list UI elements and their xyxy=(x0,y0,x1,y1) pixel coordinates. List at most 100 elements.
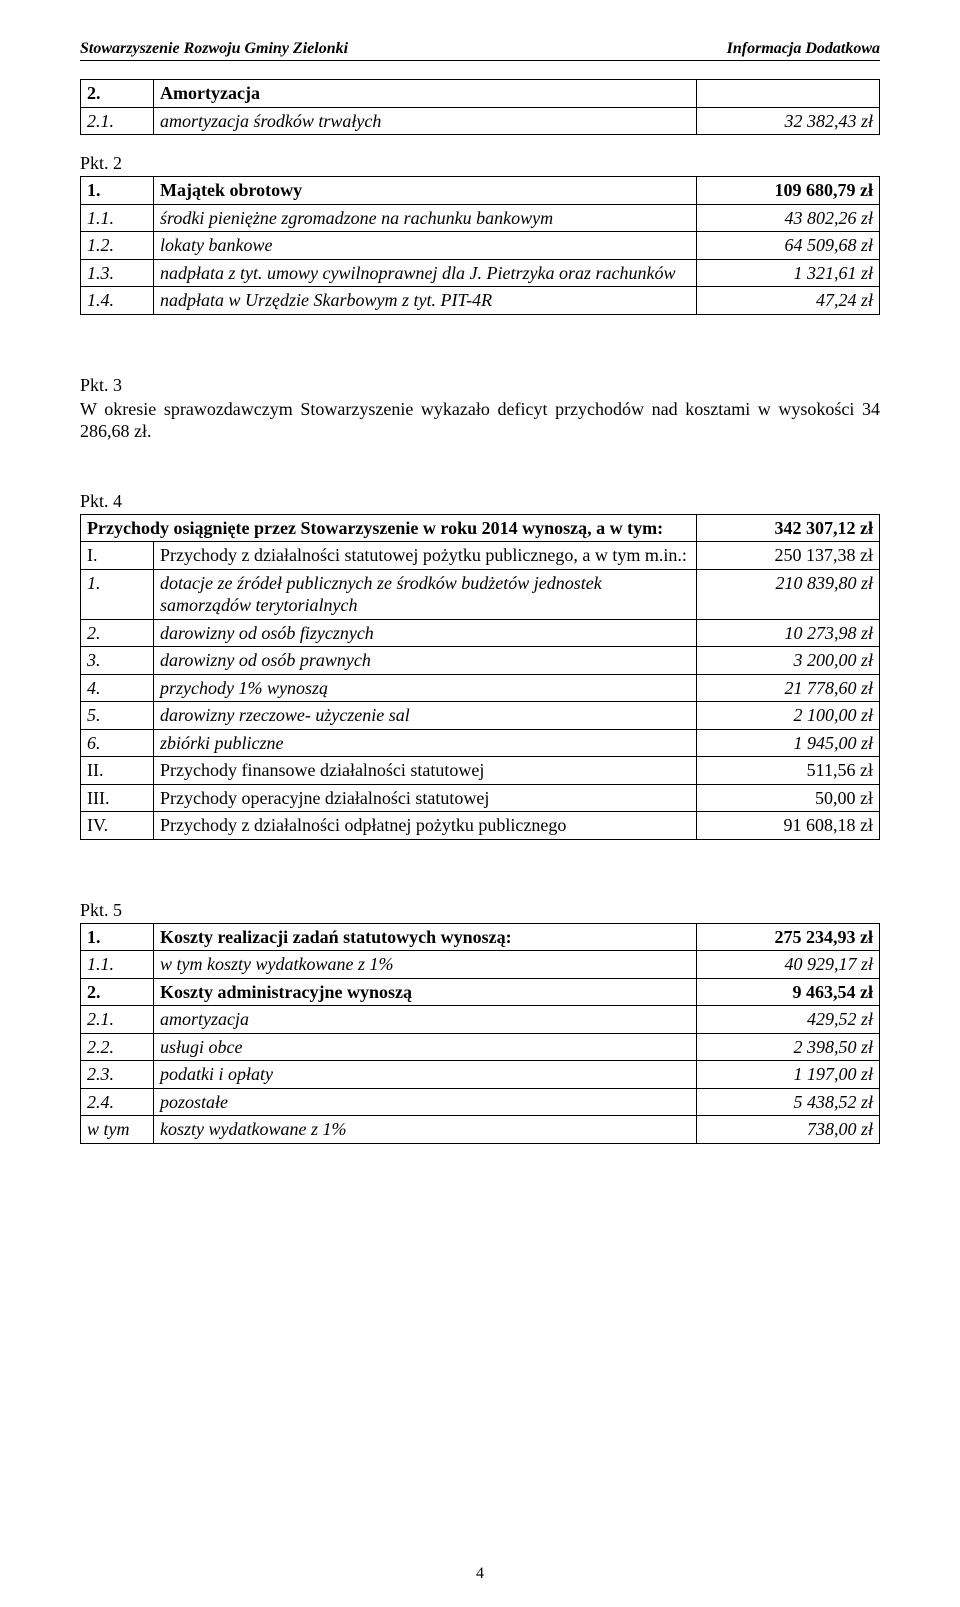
pkt3-text: W okresie sprawozdawczym Stowarzyszenie … xyxy=(80,398,880,443)
pkt5-label: Koszty administracyjne wynoszą xyxy=(154,978,697,1006)
table-pkt4: Przychody osiągnięte przez Stowarzyszeni… xyxy=(80,514,880,840)
pkt4-row: 2.darowizny od osób fizycznych10 273,98 … xyxy=(81,619,880,647)
pkt5-label: w tym koszty wydatkowane z 1% xyxy=(154,951,697,979)
pkt4-num: 5. xyxy=(81,702,154,730)
running-header: Stowarzyszenie Rozwoju Gminy Zielonki In… xyxy=(80,40,880,58)
amort-value xyxy=(697,80,880,108)
pkt4-num: III. xyxy=(81,784,154,812)
pkt4-row: II.Przychody finansowe działalności stat… xyxy=(81,757,880,785)
pkt5-num: w tym xyxy=(81,1116,154,1144)
pkt4-value: 210 839,80 zł xyxy=(697,569,880,619)
pkt4-value: 10 273,98 zł xyxy=(697,619,880,647)
table-amortyzacja-body: 2.Amortyzacja2.1.amortyzacja środków trw… xyxy=(81,80,880,135)
pkt4-num: II. xyxy=(81,757,154,785)
pkt5-row: w tymkoszty wydatkowane z 1%738,00 zł xyxy=(81,1116,880,1144)
pkt5-label: podatki i opłaty xyxy=(154,1061,697,1089)
pkt4-value: 1 945,00 zł xyxy=(697,729,880,757)
pkt2-label: Majątek obrotowy xyxy=(154,177,697,205)
pkt5-num: 1.1. xyxy=(81,951,154,979)
pkt4-row: Przychody osiągnięte przez Stowarzyszeni… xyxy=(81,514,880,542)
table-pkt4-body: Przychody osiągnięte przez Stowarzyszeni… xyxy=(81,514,880,839)
spacer xyxy=(80,455,880,473)
pkt2-row: 1.4.nadpłata w Urzędzie Skarbowym z tyt.… xyxy=(81,287,880,315)
amort-label: amortyzacja środków trwałych xyxy=(154,107,697,135)
amort-row: 2.Amortyzacja xyxy=(81,80,880,108)
pkt4-row: III.Przychody operacyjne działalności st… xyxy=(81,784,880,812)
pkt5-value: 429,52 zł xyxy=(697,1006,880,1034)
pkt4-value: 342 307,12 zł xyxy=(697,514,880,542)
pkt2-value: 43 802,26 zł xyxy=(697,204,880,232)
pkt4-num: I. xyxy=(81,542,154,570)
pkt4-value: 21 778,60 zł xyxy=(697,674,880,702)
pkt2-label: nadpłata z tyt. umowy cywilnoprawnej dla… xyxy=(154,259,697,287)
header-right: Informacja Dodatkowa xyxy=(727,40,880,58)
pkt5-row: 1.1.w tym koszty wydatkowane z 1%40 929,… xyxy=(81,951,880,979)
pkt3-label: Pkt. 3 xyxy=(80,375,880,396)
table-pkt5-body: 1.Koszty realizacji zadań statutowych wy… xyxy=(81,923,880,1143)
pkt4-value: 50,00 zł xyxy=(697,784,880,812)
pkt2-row: 1.2.lokaty bankowe64 509,68 zł xyxy=(81,232,880,260)
pkt4-value: 91 608,18 zł xyxy=(697,812,880,840)
header-left: Stowarzyszenie Rozwoju Gminy Zielonki xyxy=(80,40,348,58)
pkt2-num: 1.1. xyxy=(81,204,154,232)
pkt2-num: 1.3. xyxy=(81,259,154,287)
pkt4-num: IV. xyxy=(81,812,154,840)
pkt4-label: Przychody z działalności statutowej poży… xyxy=(154,542,697,570)
pkt4-label: darowizny rzeczowe- użyczenie sal xyxy=(154,702,697,730)
pkt5-value: 738,00 zł xyxy=(697,1116,880,1144)
table-pkt5: 1.Koszty realizacji zadań statutowych wy… xyxy=(80,923,880,1144)
pkt4-num: 4. xyxy=(81,674,154,702)
pkt5-label: usługi obce xyxy=(154,1033,697,1061)
pkt5-row: 2.3.podatki i opłaty1 197,00 zł xyxy=(81,1061,880,1089)
pkt4-value: 3 200,00 zł xyxy=(697,647,880,675)
pkt2-num: 1.2. xyxy=(81,232,154,260)
pkt5-num: 2.2. xyxy=(81,1033,154,1061)
pkt4-label: Przychody operacyjne działalności statut… xyxy=(154,784,697,812)
pkt5-label: Koszty realizacji zadań statutowych wyno… xyxy=(154,923,697,951)
pkt2-label: lokaty bankowe xyxy=(154,232,697,260)
pkt2-row: 1.Majątek obrotowy109 680,79 zł xyxy=(81,177,880,205)
pkt4-row: IV.Przychody z działalności odpłatnej po… xyxy=(81,812,880,840)
pkt4-num: 3. xyxy=(81,647,154,675)
pkt5-value: 9 463,54 zł xyxy=(697,978,880,1006)
pkt5-row: 2.4.pozostałe5 438,52 zł xyxy=(81,1088,880,1116)
pkt5-label: pozostałe xyxy=(154,1088,697,1116)
pkt5-value: 5 438,52 zł xyxy=(697,1088,880,1116)
pkt5-label: amortyzacja xyxy=(154,1006,697,1034)
pkt5-value: 1 197,00 zł xyxy=(697,1061,880,1089)
pkt4-label: zbiórki publiczne xyxy=(154,729,697,757)
pkt4-row: 1.dotacje ze źródeł publicznych ze środk… xyxy=(81,569,880,619)
pkt5-num: 1. xyxy=(81,923,154,951)
spacer xyxy=(80,333,880,357)
pkt4-row: 5.darowizny rzeczowe- użyczenie sal2 100… xyxy=(81,702,880,730)
pkt2-value: 47,24 zł xyxy=(697,287,880,315)
pkt5-row: 2.2.usługi obce2 398,50 zł xyxy=(81,1033,880,1061)
pkt4-row: I.Przychody z działalności statutowej po… xyxy=(81,542,880,570)
pkt4-label: Przychody osiągnięte przez Stowarzyszeni… xyxy=(81,514,697,542)
pkt2-value: 64 509,68 zł xyxy=(697,232,880,260)
table-pkt2: 1.Majątek obrotowy109 680,79 zł1.1.środk… xyxy=(80,176,880,315)
pkt5-num: 2.3. xyxy=(81,1061,154,1089)
pkt4-value: 511,56 zł xyxy=(697,757,880,785)
pkt4-label: darowizny od osób prawnych xyxy=(154,647,697,675)
pkt5-row: 2.1.amortyzacja429,52 zł xyxy=(81,1006,880,1034)
page: Stowarzyszenie Rozwoju Gminy Zielonki In… xyxy=(0,0,960,1607)
pkt4-label: dotacje ze źródeł publicznych ze środków… xyxy=(154,569,697,619)
pkt2-row: 1.1.środki pieniężne zgromadzone na rach… xyxy=(81,204,880,232)
pkt4-num: 6. xyxy=(81,729,154,757)
pkt5-num: 2.4. xyxy=(81,1088,154,1116)
pkt5-value: 40 929,17 zł xyxy=(697,951,880,979)
header-rule xyxy=(80,60,880,61)
pkt5-label: Pkt. 5 xyxy=(80,900,880,921)
amort-label: Amortyzacja xyxy=(154,80,697,108)
pkt4-label: Przychody finansowe działalności statuto… xyxy=(154,757,697,785)
amort-row: 2.1.amortyzacja środków trwałych32 382,4… xyxy=(81,107,880,135)
pkt2-num: 1. xyxy=(81,177,154,205)
pkt2-label: środki pieniężne zgromadzone na rachunku… xyxy=(154,204,697,232)
page-number: 4 xyxy=(0,1565,960,1583)
pkt2-num: 1.4. xyxy=(81,287,154,315)
pkt4-label: przychody 1% wynoszą xyxy=(154,674,697,702)
pkt4-row: 6.zbiórki publiczne1 945,00 zł xyxy=(81,729,880,757)
pkt5-label: koszty wydatkowane z 1% xyxy=(154,1116,697,1144)
table-amortyzacja: 2.Amortyzacja2.1.amortyzacja środków trw… xyxy=(80,79,880,135)
